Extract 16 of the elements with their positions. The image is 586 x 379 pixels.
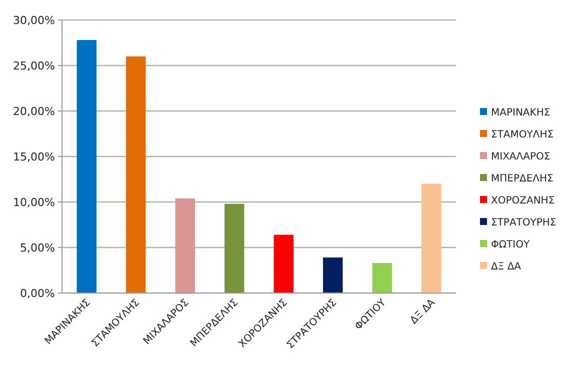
legend-label: ΜΙΧΑΛΑΡΟΣ: [491, 152, 550, 162]
y-tick-label: 5,00%: [20, 241, 55, 254]
y-tick-label: 25,00%: [13, 59, 55, 72]
y-tick-label: 20,00%: [13, 104, 55, 118]
legend-label: ΣΤΡΑΤΟΥΡΗΣ: [491, 218, 556, 228]
legend-label: ΧΟΡΟΖΑΝΗΣ: [491, 196, 555, 206]
y-tick-label: 10,00%: [13, 196, 55, 209]
legend-label: ΜΠΕΡΔΕΛΗΣ: [491, 174, 554, 184]
legend-label: ΣΤΑΜΟΥΛΗΣ: [491, 130, 554, 140]
y-tick-label: 30,00%: [13, 14, 55, 27]
legend-label: ΔΞ ΔΑ: [491, 262, 522, 272]
x-tick-label: ΔΞ ΔΑ: [408, 297, 438, 326]
legend-label: ΦΩΤΙΟΥ: [491, 240, 530, 250]
legend-label: ΜΑΡΙΝΑΚΗΣ: [491, 108, 550, 118]
y-tick-label: 0,00%: [20, 286, 55, 300]
y-tick-label: 15,00%: [13, 150, 55, 164]
